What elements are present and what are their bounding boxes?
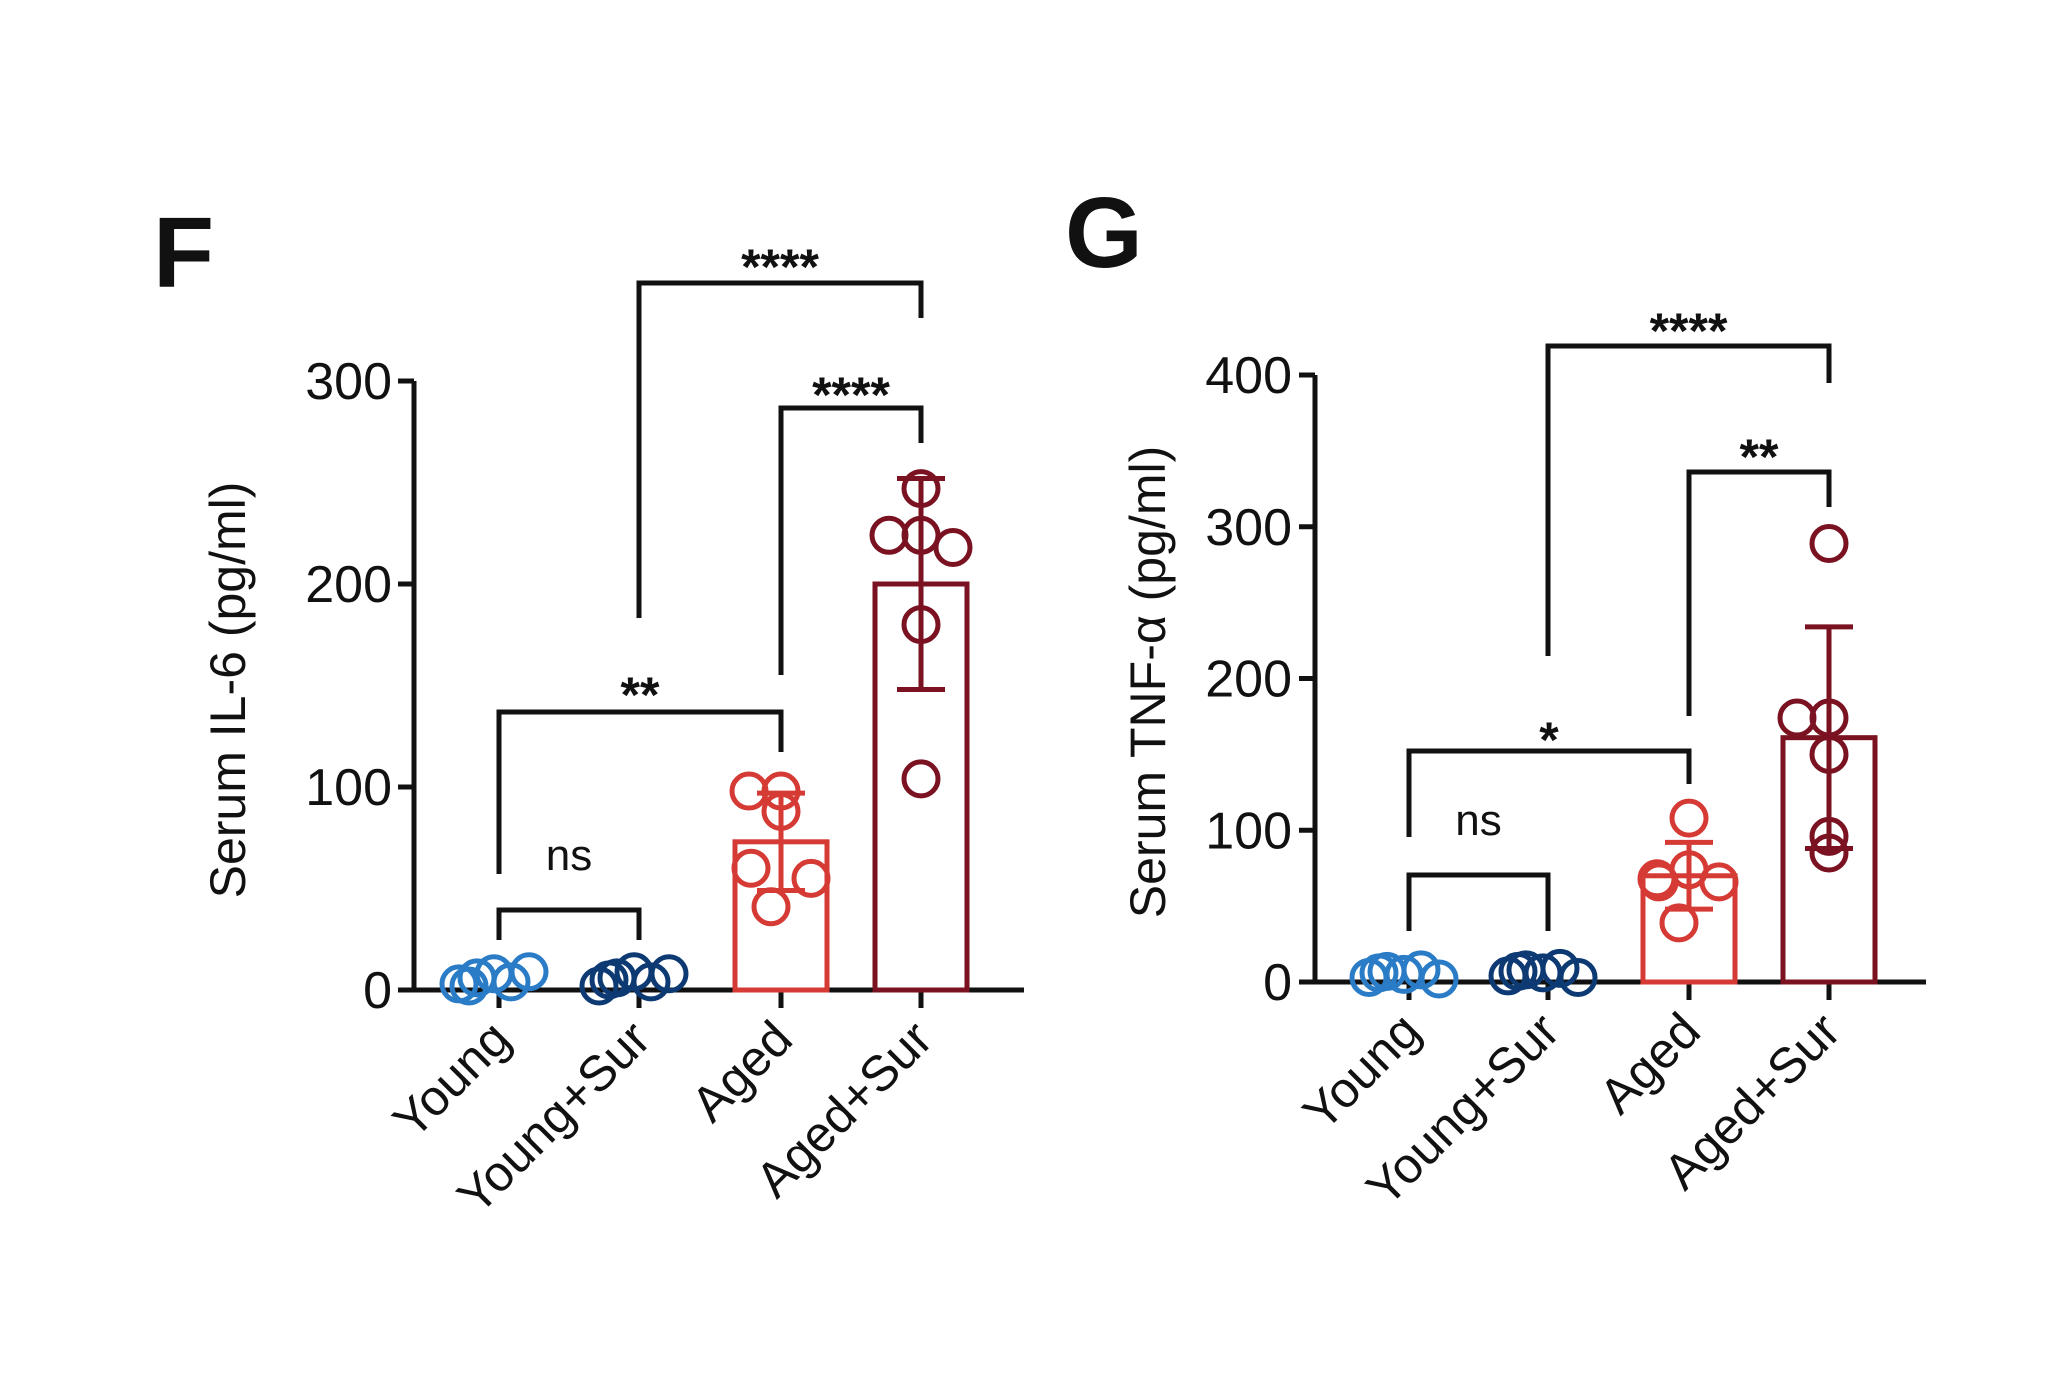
data-point: [589, 960, 629, 1000]
data-point: [449, 966, 489, 1006]
data-point: [1777, 698, 1817, 738]
significance-bracket: [1686, 469, 1832, 716]
significance-label: *: [1539, 712, 1559, 768]
significance-bracket: [1406, 872, 1551, 931]
y-tick-label: 400: [1205, 347, 1292, 405]
x-tick-label: Aged: [1589, 1002, 1711, 1124]
significance-bracket: [496, 907, 642, 940]
x-tick-label: Aged: [681, 1010, 803, 1132]
data-point: [731, 848, 771, 888]
significance-label: ns: [546, 831, 592, 880]
y-tick-label: 300: [1205, 499, 1292, 557]
y-tick-label: 300: [305, 353, 392, 411]
data-point: [933, 527, 973, 567]
data-point: [1809, 833, 1849, 873]
data-point: [1401, 950, 1441, 990]
data-point: [631, 962, 671, 1002]
data-point: [649, 954, 689, 994]
panel-letter: F: [153, 197, 214, 309]
data-point: [1809, 523, 1849, 563]
significance-label: ns: [1455, 796, 1501, 845]
x-tick-label: Young: [1292, 1002, 1431, 1141]
y-tick-label: 100: [305, 759, 392, 817]
data-point: [729, 771, 769, 811]
y-tick-label: 0: [1263, 954, 1292, 1012]
y-axis-label: Serum TNF-α (pg/ml): [1120, 446, 1176, 918]
significance-bracket: [496, 709, 784, 874]
data-point: [1659, 903, 1699, 943]
significance-bracket: [1545, 343, 1832, 656]
x-tick-label: Young: [382, 1010, 521, 1149]
data-point: [1558, 957, 1598, 997]
y-tick-label: 200: [305, 556, 392, 614]
data-point: [1669, 798, 1709, 838]
significance-bracket: [1406, 748, 1692, 837]
data-point: [1359, 953, 1399, 993]
significance-label: ****: [812, 367, 890, 423]
data-point: [509, 952, 549, 992]
y-tick-label: 200: [1205, 651, 1292, 709]
y-tick-label: 0: [363, 962, 392, 1020]
data-point: [1419, 959, 1459, 999]
data-point: [901, 759, 941, 799]
y-axis-label: Serum IL-6 (pg/ml): [200, 482, 256, 899]
data-point: [1639, 862, 1679, 902]
significance-bracket: [636, 280, 924, 618]
panel-letter: G: [1065, 177, 1143, 289]
data-point: [1699, 862, 1739, 902]
significance-label: **: [621, 667, 660, 723]
significance-bracket: [778, 405, 924, 675]
data-point: [1498, 951, 1538, 991]
data-point: [901, 605, 941, 645]
data-point: [791, 858, 831, 898]
significance-label: ****: [741, 239, 819, 295]
data-point: [1809, 816, 1849, 856]
y-tick-label: 100: [1205, 802, 1292, 860]
significance-label: ****: [1650, 303, 1728, 359]
data-point: [761, 791, 801, 831]
data-point: [1809, 734, 1849, 774]
data-point: [901, 469, 941, 509]
data-point: [1540, 948, 1580, 988]
significance-label: **: [1740, 429, 1779, 485]
data-point: [869, 515, 909, 555]
data-point: [751, 887, 791, 927]
